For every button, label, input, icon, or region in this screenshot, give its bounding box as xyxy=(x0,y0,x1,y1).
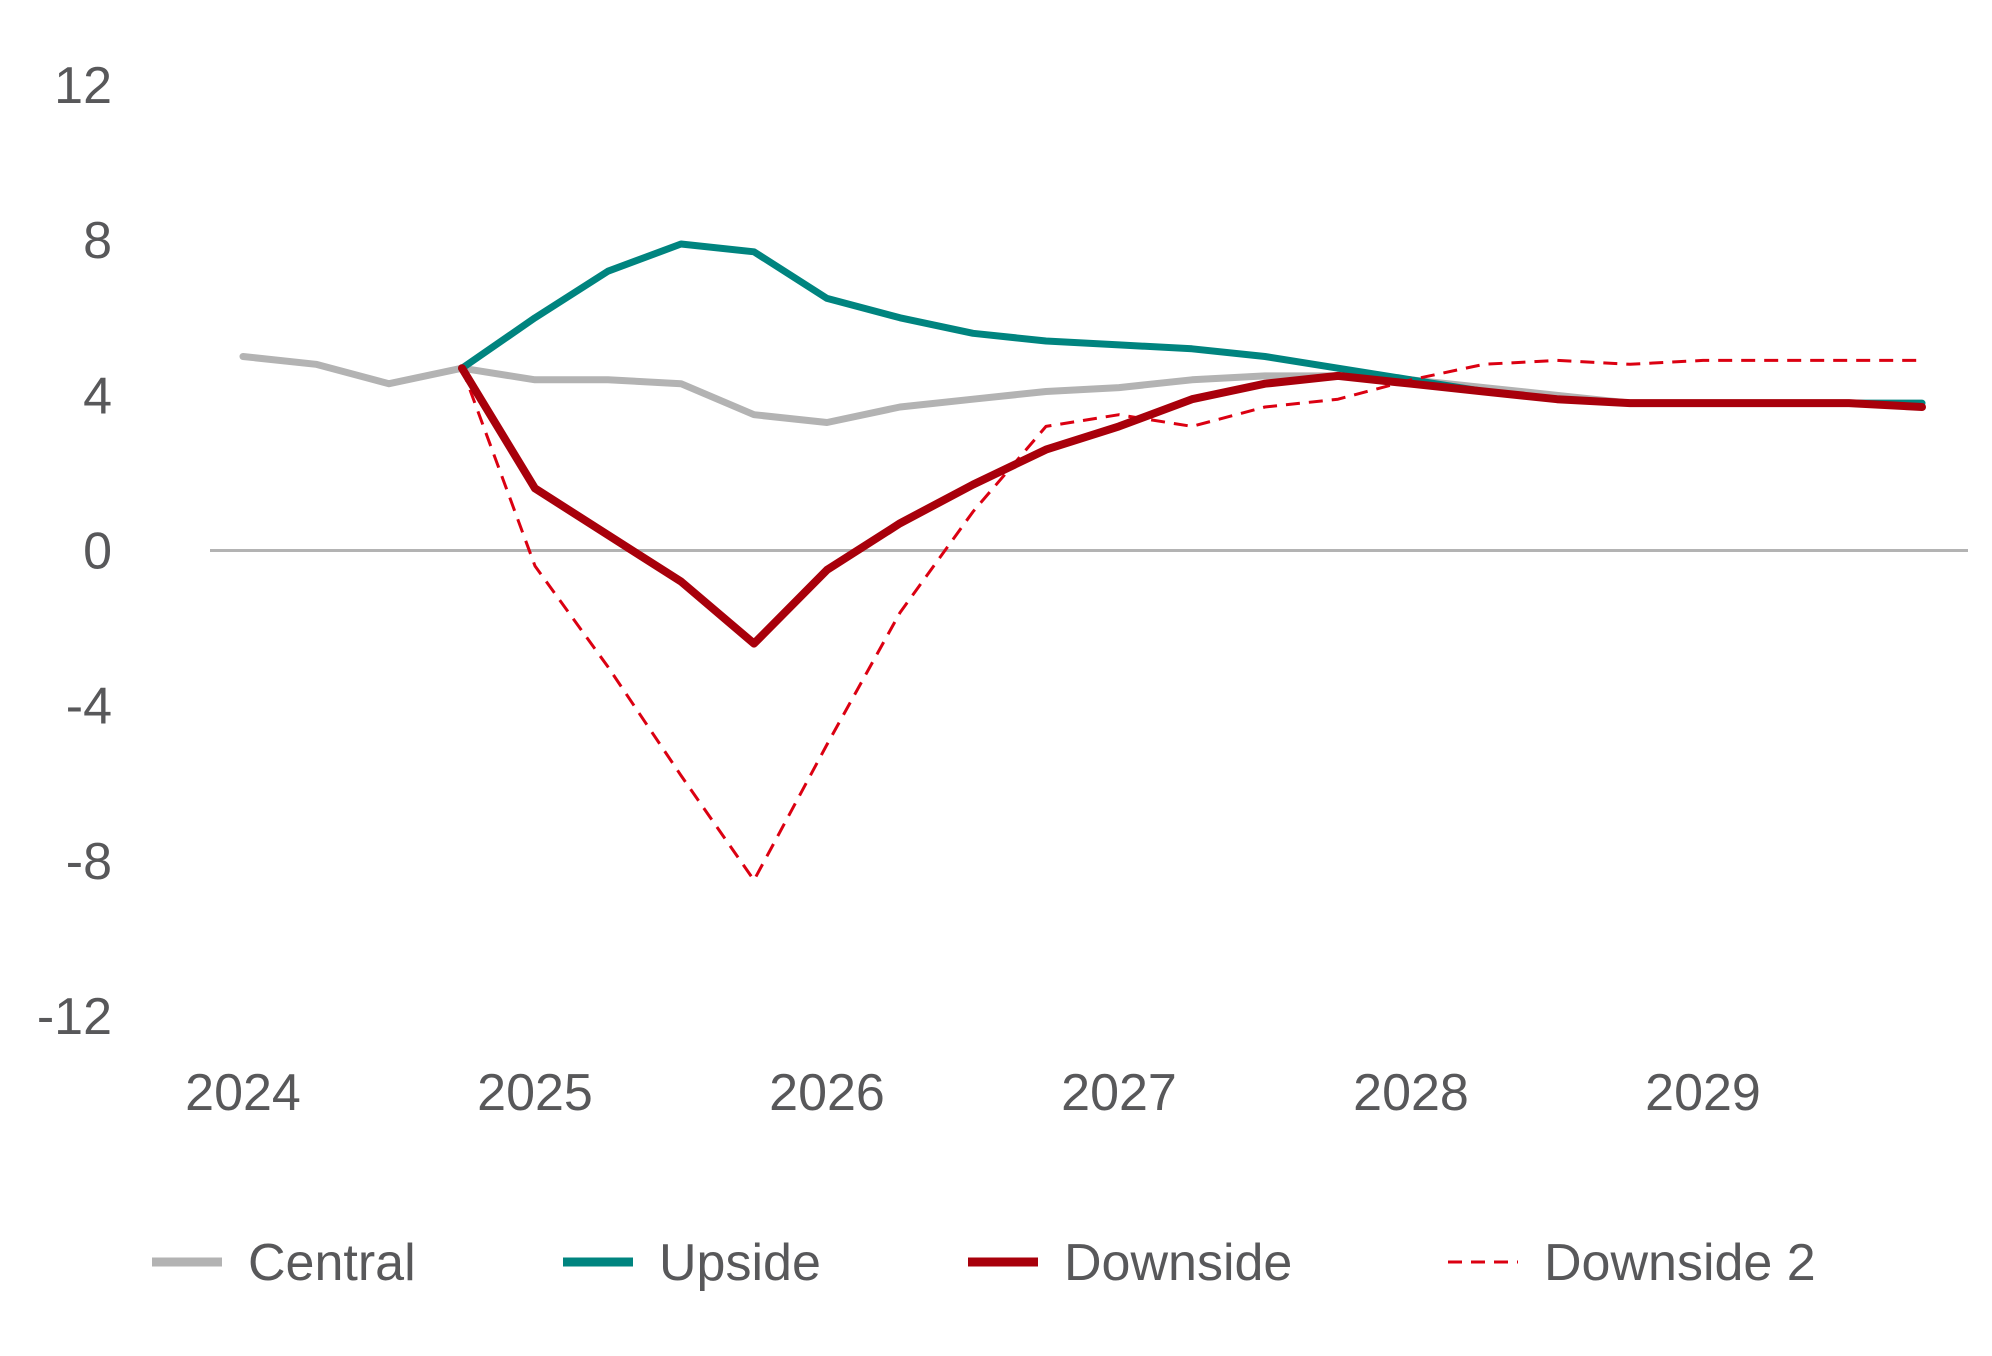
x-tick-label: 2026 xyxy=(769,1064,885,1122)
series-line-central xyxy=(239,353,1926,426)
x-tick-label: 2024 xyxy=(185,1064,301,1122)
y-tick-label: 8 xyxy=(83,212,112,270)
series-line-downside-2 xyxy=(460,358,1922,882)
x-tick-label: 2028 xyxy=(1353,1064,1469,1122)
series-lines xyxy=(239,240,1926,882)
series-line-downside xyxy=(458,364,1926,648)
legend-label: Downside 2 xyxy=(1544,1234,1816,1292)
y-tick-label: 4 xyxy=(83,367,112,425)
y-axis-ticks: 12 8 4 0 -4 -8 -12 xyxy=(37,57,112,1046)
y-tick-label: 0 xyxy=(83,523,112,581)
y-tick-label: -8 xyxy=(66,833,112,891)
legend-label: Upside xyxy=(659,1234,821,1292)
legend-label: Downside xyxy=(1064,1234,1292,1292)
x-axis-ticks: 2024 2025 2026 2027 2028 2029 xyxy=(185,1064,1761,1122)
legend: Central Upside Downside Downside 2 xyxy=(152,1234,1816,1292)
y-tick-label: 12 xyxy=(54,57,112,115)
x-tick-label: 2025 xyxy=(477,1064,593,1122)
x-tick-label: 2029 xyxy=(1645,1064,1761,1122)
y-tick-label: -4 xyxy=(66,678,112,736)
x-tick-label: 2027 xyxy=(1061,1064,1177,1122)
y-tick-label: -12 xyxy=(37,988,112,1046)
legend-label: Central xyxy=(248,1234,416,1292)
